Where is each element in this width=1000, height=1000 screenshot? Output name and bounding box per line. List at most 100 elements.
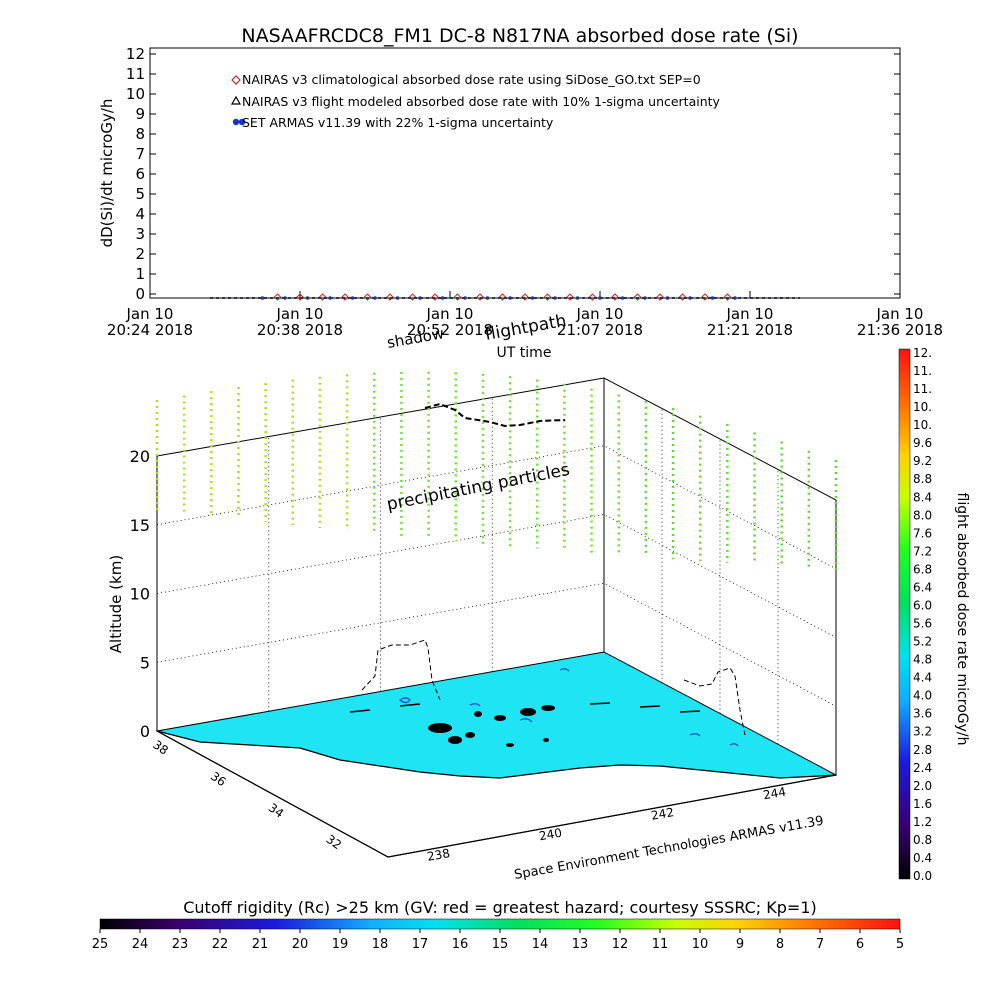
right-bottom-edge	[387, 774, 837, 858]
legend-text: NAIRAS v3 climatological absorbed dose r…	[242, 72, 701, 87]
colorbar-tick-label: 12.	[913, 346, 932, 360]
x-tick-day: Jan 10	[726, 305, 774, 323]
y-tick-label: 6	[135, 165, 145, 183]
colorbar-tick-label: 3.6	[913, 707, 932, 721]
colorbar-tick-label: 11.	[913, 382, 932, 396]
altitude-tick-label: 15	[130, 516, 150, 535]
data-point-dot	[710, 296, 715, 300]
colorbar-tick-label: 1.6	[913, 797, 932, 811]
data-point-diamond	[476, 293, 484, 301]
hbar-tick-label: 9	[736, 937, 744, 952]
x-tick-day: Jan 10	[576, 305, 624, 323]
data-point-diamond	[566, 293, 574, 301]
latitude-tick-label: 34	[266, 801, 287, 821]
top-y-axis-label: dD(Si)/dt microGy/h	[98, 99, 116, 248]
precipitating-particles-curtain	[155, 371, 838, 570]
data-point-diamond	[408, 293, 417, 301]
top-series-points	[210, 293, 800, 301]
colorbar-tick-label: 10.	[913, 418, 932, 432]
altitude-grid-line	[156, 514, 837, 638]
data-point-diamond	[341, 293, 349, 301]
data-point-dot	[260, 296, 265, 300]
chart-title: NASAAFRCDC8_FM1 DC-8 N817NA absorbed dos…	[241, 25, 798, 47]
y-tick-label: 8	[135, 125, 145, 143]
hbar-tick-label: 22	[212, 937, 229, 952]
longitude-tick-label: 242	[650, 805, 675, 823]
data-point-diamond	[318, 293, 327, 301]
front-bottom-edge	[156, 730, 389, 858]
data-point-diamond	[296, 293, 304, 301]
flightpath-label: flightpath	[483, 311, 568, 345]
longitude-tick-label: 240	[538, 826, 563, 844]
colorbar-tick-label: 4.4	[913, 671, 932, 685]
hbar-tick-label: 14	[532, 937, 549, 952]
dose-rate-colorbar: 0.0 0.4 0.8 1.2 1.6 2.0 2.4 2.8 3.2 3.6 4.0 4.4 4.8 5…	[898, 346, 970, 883]
data-point-diamond	[588, 293, 597, 301]
x-tick-day: Jan 10	[876, 305, 924, 323]
flight-ground-track	[428, 705, 555, 747]
data-point-diamond	[521, 293, 529, 301]
hbar-tick-label: 7	[816, 937, 824, 952]
x-tick-time: 20:24 2018	[107, 321, 193, 339]
x-tick-day: Jan 10	[426, 305, 474, 323]
longitude-tick-label: 244	[762, 785, 787, 803]
colorbar-tick-label: 0.0	[913, 869, 932, 883]
coastline	[156, 730, 837, 858]
dot-marker-icon	[232, 118, 240, 126]
y-tick-label: 7	[135, 145, 145, 163]
data-point-dot	[440, 296, 445, 300]
y-tick-label: 3	[135, 225, 145, 243]
hbar-gradient	[99, 918, 901, 930]
colorbar-tick-label: 11.	[913, 364, 932, 378]
y-tick-label: 10	[126, 85, 145, 103]
colorbar-tick-label: 8.4	[913, 490, 932, 504]
altitude-tick-label: 10	[130, 585, 150, 604]
legend: NAIRAS v3 climatological absorbed dose r…	[230, 72, 721, 130]
data-point-dot	[530, 296, 535, 300]
colorbar-tick-label: 3.2	[913, 725, 932, 739]
data-point-diamond	[611, 293, 619, 301]
colorbar-tick-label: 6.4	[913, 580, 932, 594]
hbar-tick-label: 6	[856, 937, 864, 952]
colorbar-tick-label: 10.	[913, 400, 932, 414]
dot-marker-icon	[238, 118, 246, 126]
altitude-ticks: 0 5 10 15 20	[130, 447, 150, 741]
hbar-tick-label: 20	[292, 937, 309, 952]
legend-item-flight-modeled: NAIRAS v3 flight modeled absorbed dose r…	[230, 94, 721, 109]
colorbar-tick-label: 8.0	[913, 508, 932, 522]
hbar-tick-label: 12	[612, 937, 629, 952]
triangle-marker-icon	[230, 95, 242, 105]
colorbar-tick-label: 6.0	[913, 598, 932, 612]
colorbar-tick-label: 5.6	[913, 617, 932, 631]
altitude-tick-label: 0	[140, 722, 150, 741]
top-x-axis-label: UT time	[497, 345, 552, 361]
y-tick-label: 5	[135, 185, 145, 203]
data-point-diamond	[723, 293, 732, 301]
altitude-axis-label: Altitude (km)	[107, 555, 125, 653]
hbar-tick-label: 8	[776, 937, 784, 952]
flightpath-line	[424, 402, 566, 428]
hbar-tick-label: 5	[896, 937, 904, 952]
data-point-diamond	[656, 293, 664, 301]
shadow-outline	[683, 667, 746, 736]
scene-grid	[156, 396, 837, 745]
data-point-dot	[350, 296, 355, 300]
x-tick-day: Jan 10	[126, 305, 174, 323]
cutoff-rigidity-colorbar: Cutoff rigidity (Rc) >25 km (GV: red = g…	[92, 898, 904, 952]
y-tick-label: 12	[126, 45, 145, 63]
data-point-diamond	[431, 293, 439, 301]
colorbar-tick-label: 8.8	[913, 472, 932, 486]
hbar-label: Cutoff rigidity (Rc) >25 km (GV: red = g…	[183, 898, 817, 917]
colorbar-tick-label: 5.2	[913, 635, 932, 649]
legend-item-armas: SET ARMAS v11.39 with 22% 1-sigma uncert…	[232, 115, 554, 130]
surface-dashes	[349, 702, 701, 713]
data-point-diamond	[701, 293, 709, 301]
x-tick-time: 20:52 2018	[407, 321, 493, 339]
hbar-tick-label: 11	[652, 937, 669, 952]
diamond-marker-icon	[231, 75, 241, 85]
colorbar-tick-label: 4.0	[913, 689, 932, 703]
hbar-tick-label: 13	[572, 937, 589, 952]
data-point-diamond	[678, 293, 687, 301]
